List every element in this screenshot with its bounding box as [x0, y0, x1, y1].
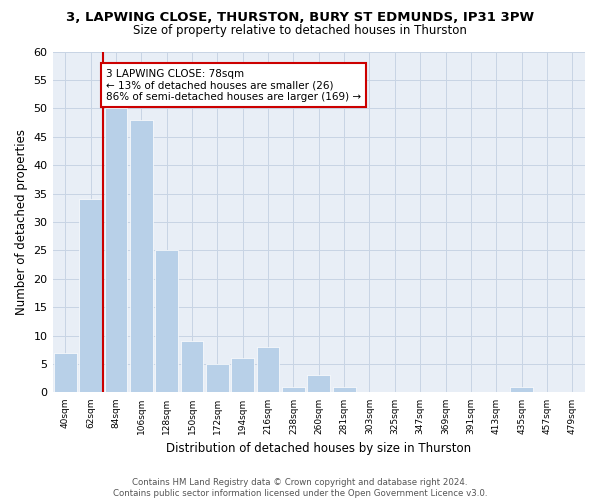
Text: Size of property relative to detached houses in Thurston: Size of property relative to detached ho… [133, 24, 467, 37]
Bar [155, 250, 178, 392]
Bar [79, 199, 102, 392]
Bar [181, 342, 203, 392]
Bar [282, 386, 305, 392]
Text: Contains HM Land Registry data © Crown copyright and database right 2024.
Contai: Contains HM Land Registry data © Crown c… [113, 478, 487, 498]
Bar [54, 352, 77, 393]
Bar [206, 364, 229, 392]
Bar [510, 386, 533, 392]
Text: 3, LAPWING CLOSE, THURSTON, BURY ST EDMUNDS, IP31 3PW: 3, LAPWING CLOSE, THURSTON, BURY ST EDMU… [66, 11, 534, 24]
Bar [333, 386, 356, 392]
Bar [130, 120, 152, 392]
Y-axis label: Number of detached properties: Number of detached properties [15, 129, 28, 315]
X-axis label: Distribution of detached houses by size in Thurston: Distribution of detached houses by size … [166, 442, 472, 455]
Text: 3 LAPWING CLOSE: 78sqm
← 13% of detached houses are smaller (26)
86% of semi-det: 3 LAPWING CLOSE: 78sqm ← 13% of detached… [106, 68, 361, 102]
Bar [104, 108, 127, 393]
Bar [257, 347, 280, 393]
Bar [231, 358, 254, 392]
Bar [307, 376, 330, 392]
